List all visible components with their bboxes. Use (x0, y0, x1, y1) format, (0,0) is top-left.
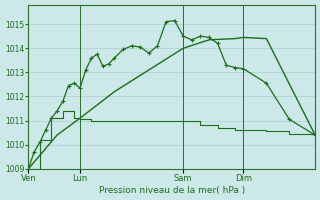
X-axis label: Pression niveau de la mer( hPa ): Pression niveau de la mer( hPa ) (99, 186, 245, 195)
